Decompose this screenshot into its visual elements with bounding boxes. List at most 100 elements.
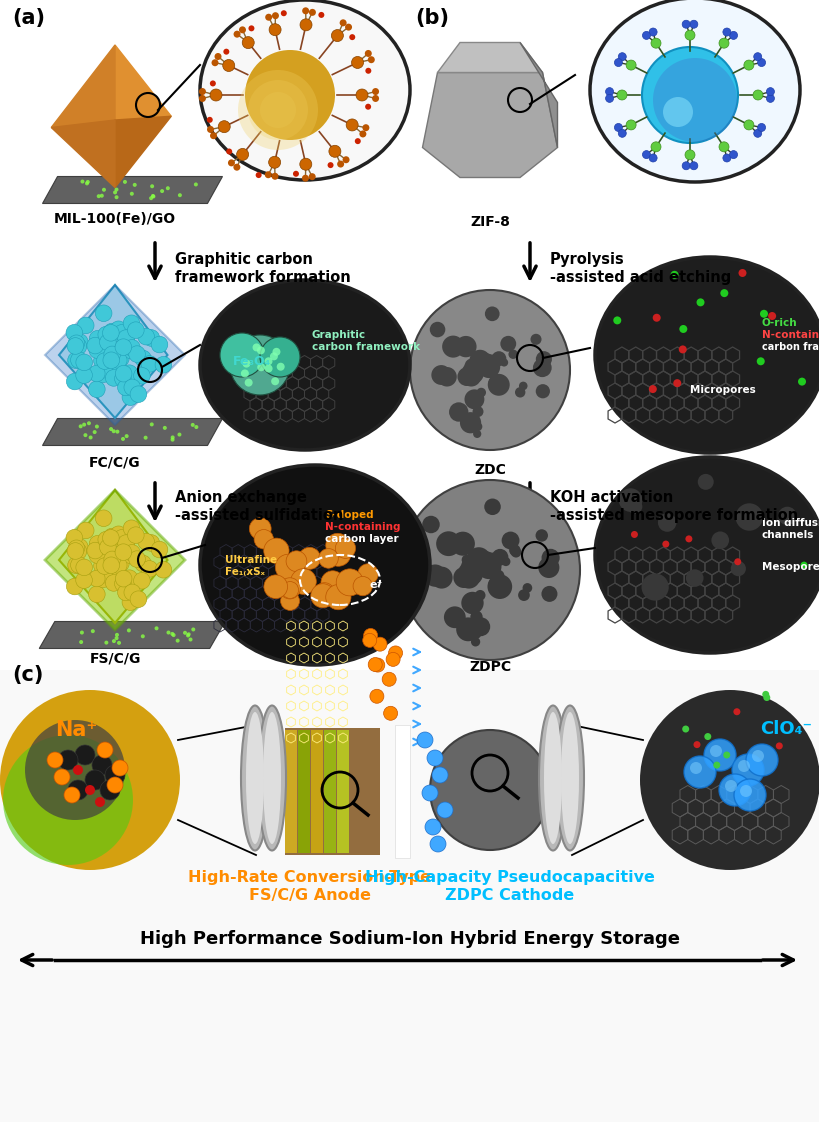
Text: ZDC: ZDC [473,463,505,477]
Circle shape [138,533,154,550]
Ellipse shape [200,0,410,180]
Circle shape [102,187,106,192]
Circle shape [155,561,171,578]
Circle shape [743,120,753,130]
Circle shape [96,361,112,378]
Text: framework formation: framework formation [174,270,351,285]
Circle shape [269,156,280,168]
Circle shape [103,323,120,340]
Circle shape [362,125,369,131]
Circle shape [103,557,120,573]
Circle shape [170,435,174,440]
Circle shape [71,539,88,555]
Circle shape [117,379,134,396]
Circle shape [455,617,479,642]
Circle shape [430,567,452,589]
Circle shape [686,569,703,587]
Circle shape [106,574,122,591]
Circle shape [477,356,500,378]
Polygon shape [0,670,819,1122]
Circle shape [133,183,137,187]
Circle shape [178,193,182,197]
Circle shape [77,318,94,333]
Text: carbon layer: carbon layer [324,534,398,544]
Circle shape [383,706,397,720]
Circle shape [457,367,476,386]
Circle shape [365,67,371,74]
Circle shape [697,473,713,490]
Circle shape [95,509,112,526]
Circle shape [457,567,479,589]
Circle shape [87,542,103,559]
Text: e⁻: e⁻ [369,580,383,590]
Circle shape [616,90,627,100]
Circle shape [154,626,158,631]
Circle shape [210,132,217,139]
Circle shape [325,541,351,567]
Circle shape [626,61,636,70]
Circle shape [298,548,320,569]
Circle shape [799,562,807,569]
Circle shape [718,38,728,48]
Polygon shape [115,45,171,120]
Text: Fe₃O₄: Fe₃O₄ [233,355,271,368]
Circle shape [76,355,93,370]
Circle shape [104,344,120,361]
Circle shape [3,735,133,865]
Circle shape [95,571,111,588]
Circle shape [177,433,181,436]
Circle shape [100,780,120,800]
Circle shape [470,637,480,646]
Circle shape [97,532,115,548]
Circle shape [424,819,441,835]
Circle shape [618,488,641,512]
Circle shape [102,324,119,341]
Circle shape [342,156,349,163]
Circle shape [626,120,636,130]
Circle shape [193,183,197,186]
Circle shape [206,117,212,122]
Circle shape [54,769,70,785]
Circle shape [488,375,505,392]
Circle shape [719,289,727,297]
Circle shape [275,554,301,580]
Circle shape [82,423,86,426]
Circle shape [97,742,113,758]
Circle shape [473,430,481,438]
Circle shape [68,780,88,800]
Circle shape [417,732,432,748]
Circle shape [151,194,155,197]
Circle shape [370,659,384,672]
Ellipse shape [258,706,286,850]
Circle shape [123,180,127,184]
Circle shape [257,364,265,371]
Circle shape [652,58,736,142]
Polygon shape [51,45,115,128]
Circle shape [249,517,271,540]
Circle shape [775,743,782,749]
Text: Ultrafine: Ultrafine [224,555,277,565]
Circle shape [461,554,471,564]
Circle shape [722,28,730,36]
Circle shape [206,126,214,132]
Circle shape [487,576,507,595]
Circle shape [199,95,206,102]
Circle shape [160,190,164,193]
Circle shape [466,548,490,571]
Polygon shape [437,43,542,73]
Ellipse shape [595,457,819,653]
Circle shape [491,549,508,565]
Circle shape [97,327,115,343]
Circle shape [114,324,130,341]
Circle shape [127,628,131,633]
Circle shape [115,430,120,433]
Circle shape [70,543,87,560]
Circle shape [461,557,478,574]
Text: (a): (a) [12,8,45,28]
Circle shape [115,366,132,381]
Circle shape [66,530,83,546]
Circle shape [99,334,116,351]
Circle shape [729,150,736,158]
Circle shape [115,544,132,561]
Circle shape [713,762,719,769]
